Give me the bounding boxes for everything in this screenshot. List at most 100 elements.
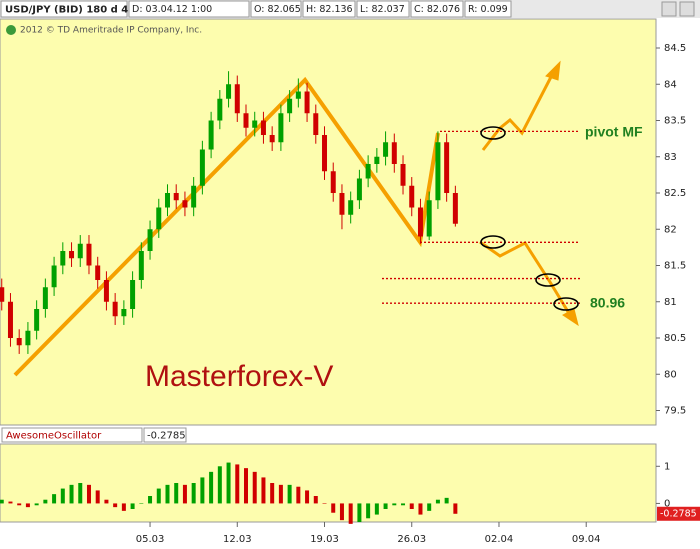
forecast-up [481,74,554,151]
osc-value: -0.2785 [147,431,186,442]
osc-bar [182,484,187,504]
osc-bar [453,503,458,514]
symbol: USD/JPY (BID) 180 d 4h [5,5,135,16]
ellipses [480,126,579,311]
osc-value-box [143,427,187,443]
arrow-head [562,308,579,327]
candle-body [199,149,205,186]
osc-bar [17,503,22,506]
y-tick-label: 0 [664,498,670,509]
osc-bar [252,471,257,504]
candle-body [330,171,336,193]
osc-bar [418,503,423,515]
candle-body [182,200,188,208]
osc-bar [0,499,4,504]
window-button[interactable] [679,1,695,17]
candle-body [156,207,162,230]
symbol-box [0,0,128,18]
levels [382,130,580,304]
info-field: R: 0.099 [468,4,508,15]
candle-body [226,84,232,99]
candle-body [86,243,92,266]
osc-bar [409,503,414,509]
osc-bar [392,503,397,506]
x-tick-label: 12.03 [223,534,252,545]
osc-bar [52,494,57,504]
osc-bar [357,503,362,522]
candle-body [365,164,371,179]
marker [535,273,561,287]
x-tick-label: 02.04 [485,534,514,545]
x-tick-label: 05.03 [136,534,165,545]
osc-bar [130,503,135,509]
info-field: L: 82.037 [360,4,405,15]
candle-body [164,193,170,208]
osc-bar [339,503,344,521]
osc-bar [270,483,275,504]
candle-body [234,84,240,114]
osc-bar [60,488,65,504]
osc-bar [200,477,205,504]
arrow-head [545,60,561,81]
candle-body [191,185,197,208]
candle-body [217,98,223,121]
candle-body [391,142,397,164]
osc-bar [226,462,231,504]
candle-body [278,113,284,143]
osc-bar [444,497,449,504]
osc-bar [348,503,353,524]
marker [553,297,579,311]
osc-bar [383,503,388,509]
candle-body [69,251,75,259]
candle-body [121,309,127,317]
candle-body [42,287,48,309]
candle-body [34,309,40,331]
x-tick-label: 19.03 [310,534,339,545]
osc-bar [8,501,13,504]
candle-body [103,280,109,302]
candle-body [295,91,301,99]
osc-bar [331,503,336,513]
osc-bar [296,486,301,504]
candle-body [77,243,83,259]
osc-bar [121,503,126,511]
logo [6,25,16,35]
osc-bar [34,503,39,506]
y-tick-label: 1 [664,461,670,472]
candle-body [383,142,389,157]
window-button[interactable] [661,1,677,17]
candle-body [138,251,144,280]
osc-bar [25,503,30,508]
osc-bar [374,503,379,515]
osc-bar [209,471,214,504]
y-tick-label: 83.5 [664,116,686,127]
osc-bar [366,503,371,519]
y-tick-label: 81.5 [664,261,686,272]
osc-bar [69,484,74,504]
marker [480,235,506,249]
osc-bar [217,466,222,504]
y-tick-label: 80 [664,369,677,380]
osc-bar [174,483,179,504]
osc-bar [287,484,292,504]
osc-title-box [1,427,143,443]
info-box [464,0,512,18]
y-tick-label: 82.5 [664,188,686,199]
osc-bar [156,488,161,504]
candle-body [356,178,362,201]
forecast-down [479,240,572,316]
osc-bar [43,499,48,504]
osc-bar [261,477,266,504]
candle-body [313,113,319,135]
candle-body [435,142,441,201]
last-value: -0.2785 [660,508,697,519]
candle-body [417,207,423,237]
candle-body [112,301,118,317]
candle-body [147,229,153,251]
osc-bar [322,503,327,504]
osc-bar [401,503,406,506]
y-tick-label: 81 [664,297,677,308]
candle-body [426,200,432,237]
